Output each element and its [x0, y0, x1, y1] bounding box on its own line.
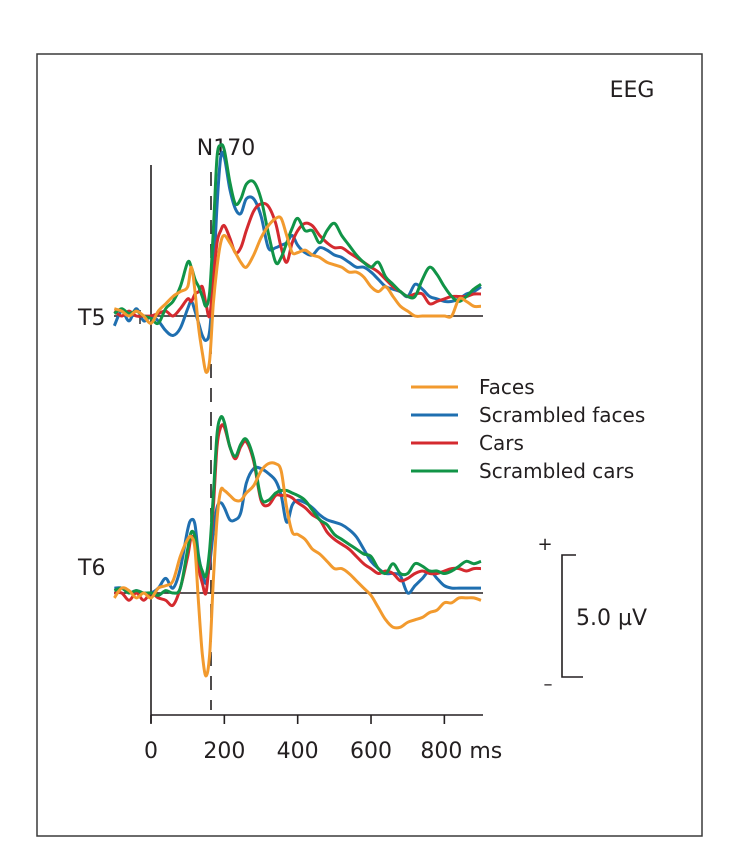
t6-label: T6 — [77, 556, 105, 581]
scale-bar: + – 5.0 µV — [537, 534, 647, 695]
t6-series-scrambled-cars — [113, 415, 482, 597]
t6-series-cars — [114, 423, 482, 608]
legend: Faces Scrambled faces Cars Scrambled cars — [411, 375, 645, 483]
legend-label: Scrambled cars — [479, 459, 634, 483]
x-tick-label: 400 — [277, 739, 319, 764]
curves — [112, 143, 482, 678]
t5-series-faces — [113, 215, 482, 374]
t5-series-cars — [113, 201, 482, 319]
chart-title: EEG — [610, 78, 655, 103]
t6-series-faces — [113, 461, 482, 678]
legend-label: Scrambled faces — [479, 403, 645, 427]
x-tick-label: 200 — [203, 739, 245, 764]
scale-minus: – — [544, 674, 553, 695]
t5-series-scrambled-faces — [112, 150, 482, 342]
scale-bar-label: 5.0 µV — [576, 606, 647, 631]
legend-label: Faces — [479, 375, 535, 399]
x-tick-label: 600 — [350, 739, 392, 764]
legend-label: Cars — [479, 431, 524, 455]
x-ticks: 0 200 400 600 800 ms — [144, 715, 502, 764]
x-tick-label: 800 ms — [420, 739, 502, 764]
t5-label: T5 — [77, 306, 105, 331]
t5-series-scrambled-cars — [113, 143, 482, 326]
x-tick-label: 0 — [144, 739, 158, 764]
scale-bar-bracket — [561, 554, 583, 678]
figure-frame — [36, 53, 703, 837]
scale-plus: + — [537, 534, 552, 555]
t6-series-scrambled-faces — [114, 465, 481, 595]
